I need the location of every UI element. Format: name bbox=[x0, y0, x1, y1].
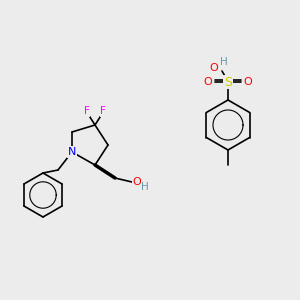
Text: O: O bbox=[210, 63, 218, 73]
Text: O: O bbox=[204, 77, 212, 87]
Text: H: H bbox=[220, 57, 228, 67]
Text: F: F bbox=[100, 106, 106, 116]
Text: N: N bbox=[68, 147, 76, 157]
Text: H: H bbox=[141, 182, 149, 192]
Text: S: S bbox=[224, 76, 232, 88]
Text: O: O bbox=[244, 77, 252, 87]
Text: F: F bbox=[84, 106, 90, 116]
Text: O: O bbox=[133, 177, 141, 187]
